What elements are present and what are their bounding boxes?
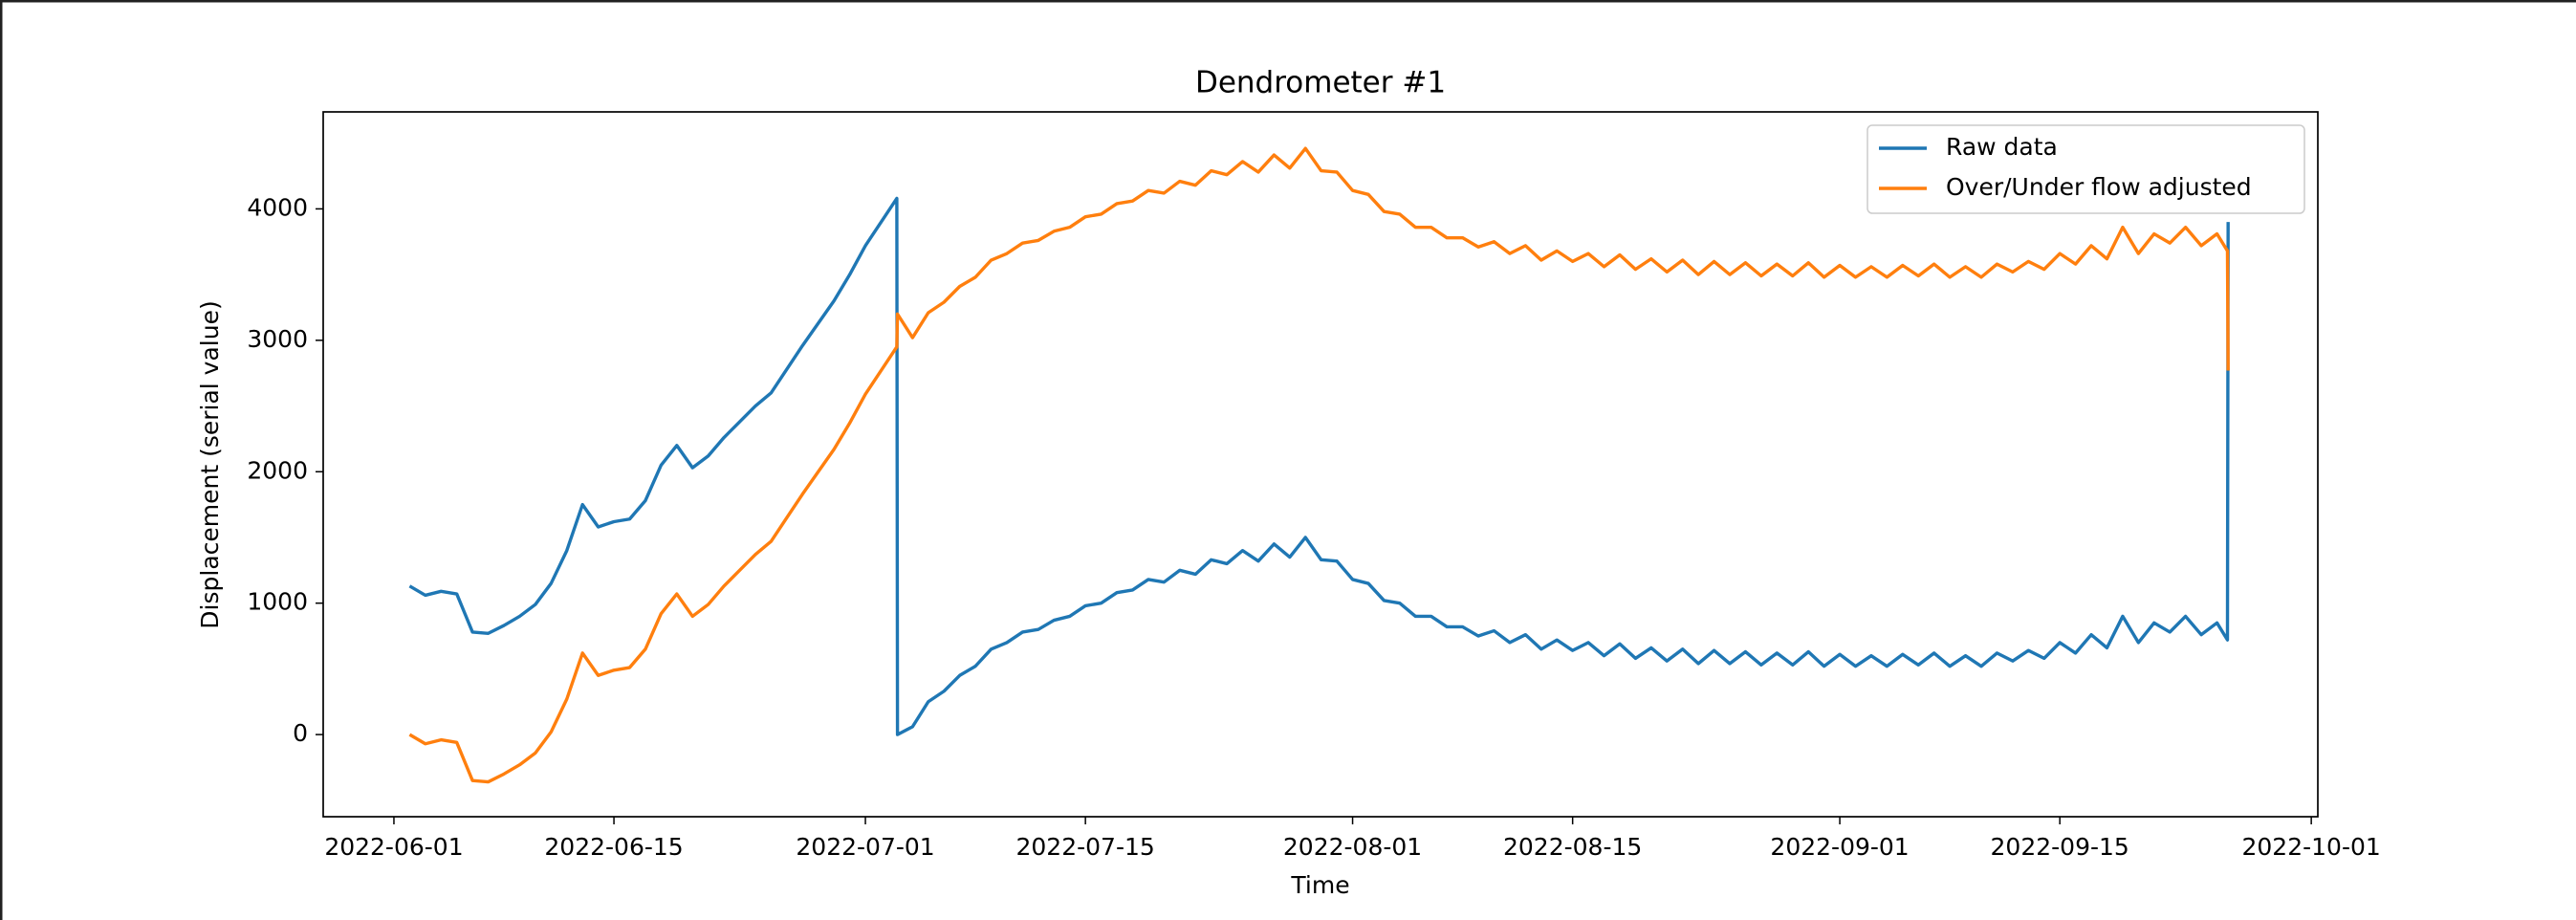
x-tick-label: 2022-06-15 <box>544 833 683 861</box>
x-tick-label: 2022-08-15 <box>1503 833 1642 861</box>
chart-title: Dendrometer #1 <box>1195 66 1446 100</box>
y-axis-label: Displacement (serial value) <box>196 300 224 628</box>
x-tick-label: 2022-06-01 <box>324 833 463 861</box>
data-line <box>408 146 2230 784</box>
plot-frame <box>322 111 2319 818</box>
y-tick-label: 0 <box>293 719 308 747</box>
legend-label: Raw data <box>1946 133 2058 161</box>
x-tick-label: 2022-09-15 <box>1991 833 2129 861</box>
x-axis-label: Time <box>1290 871 1349 899</box>
y-tick-label: 4000 <box>247 193 308 221</box>
y-tick-label: 1000 <box>247 588 308 616</box>
x-tick-label: 2022-10-01 <box>2242 833 2381 861</box>
x-tick-label: 2022-08-01 <box>1283 833 1422 861</box>
legend-label: Over/Under flow adjusted <box>1946 173 2252 201</box>
y-tick-label: 2000 <box>247 456 308 484</box>
legend: Raw data Over/Under flow adjusted <box>1867 124 2305 214</box>
legend-box <box>1867 124 2305 214</box>
x-tick-label: 2022-07-01 <box>796 833 934 861</box>
x-tick-label: 2022-09-01 <box>1770 833 1909 861</box>
data-line <box>408 196 2230 736</box>
x-tick-label: 2022-07-15 <box>1015 833 1154 861</box>
y-tick-label: 3000 <box>247 325 308 353</box>
